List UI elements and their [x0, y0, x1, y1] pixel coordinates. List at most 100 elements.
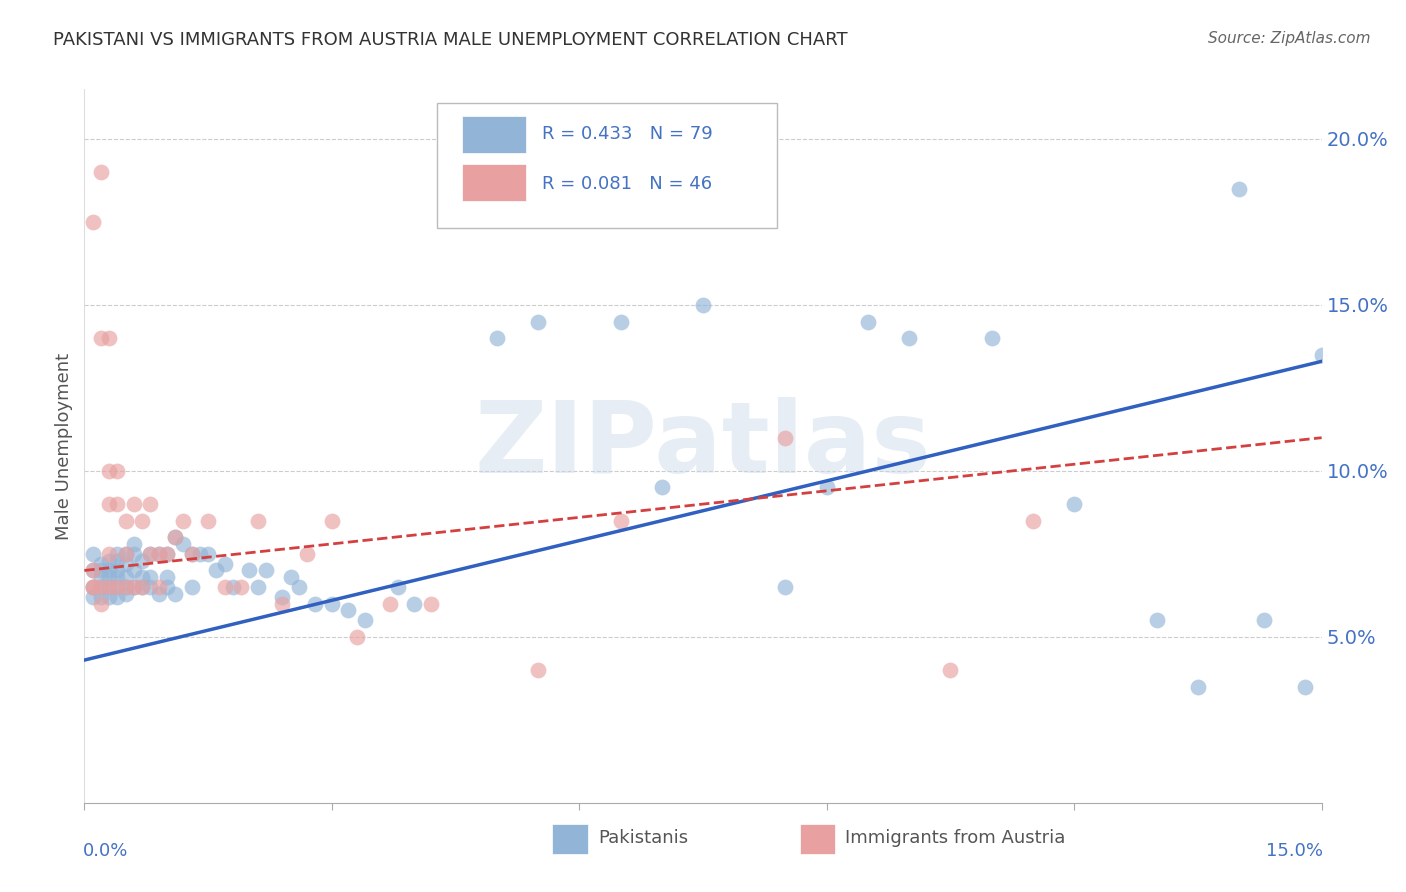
Text: PAKISTANI VS IMMIGRANTS FROM AUSTRIA MALE UNEMPLOYMENT CORRELATION CHART: PAKISTANI VS IMMIGRANTS FROM AUSTRIA MAL… — [53, 31, 848, 49]
Point — [775, 431, 797, 445]
Text: Source: ZipAtlas.com: Source: ZipAtlas.com — [1208, 31, 1371, 46]
Point — [156, 580, 179, 594]
Point — [898, 331, 921, 345]
Point — [304, 597, 326, 611]
Point — [122, 537, 145, 551]
Point — [105, 464, 128, 478]
Point — [90, 557, 112, 571]
Point — [651, 481, 673, 495]
Point — [271, 590, 294, 604]
Point — [378, 597, 401, 611]
Point — [98, 580, 121, 594]
Point — [337, 603, 360, 617]
Point — [288, 580, 311, 594]
Point — [114, 580, 136, 594]
Point — [214, 580, 236, 594]
Point — [122, 564, 145, 578]
Point — [156, 570, 179, 584]
Point — [90, 331, 112, 345]
Point — [148, 547, 170, 561]
Point — [90, 564, 112, 578]
Text: Pakistanis: Pakistanis — [598, 830, 688, 847]
Point — [346, 630, 368, 644]
Point — [131, 570, 153, 584]
Point — [114, 580, 136, 594]
FancyBboxPatch shape — [553, 824, 588, 855]
Point — [1063, 497, 1085, 511]
Point — [139, 497, 162, 511]
Point — [82, 564, 104, 578]
Point — [105, 564, 128, 578]
Point — [82, 547, 104, 561]
Text: R = 0.433   N = 79: R = 0.433 N = 79 — [543, 125, 713, 143]
Text: 0.0%: 0.0% — [83, 842, 128, 860]
Point — [90, 597, 112, 611]
Point — [387, 580, 409, 594]
Point — [156, 547, 179, 561]
Point — [90, 570, 112, 584]
Point — [238, 564, 260, 578]
Point — [114, 570, 136, 584]
Point — [404, 597, 426, 611]
Point — [321, 597, 343, 611]
Point — [82, 580, 104, 594]
Point — [172, 514, 194, 528]
FancyBboxPatch shape — [437, 103, 778, 228]
Point — [105, 580, 128, 594]
Point — [609, 514, 631, 528]
Point — [1146, 613, 1168, 627]
Point — [105, 580, 128, 594]
Point — [165, 530, 187, 544]
Point — [98, 564, 121, 578]
Point — [131, 580, 153, 594]
Point — [98, 580, 121, 594]
Point — [122, 580, 145, 594]
Point — [775, 580, 797, 594]
Y-axis label: Male Unemployment: Male Unemployment — [55, 352, 73, 540]
Point — [229, 580, 252, 594]
Point — [98, 547, 121, 561]
Text: R = 0.081   N = 46: R = 0.081 N = 46 — [543, 175, 713, 193]
Point — [114, 547, 136, 561]
Point — [353, 613, 375, 627]
Point — [105, 547, 128, 561]
Point — [419, 597, 441, 611]
Point — [82, 564, 104, 578]
Point — [527, 663, 550, 677]
Point — [180, 547, 202, 561]
Point — [90, 165, 112, 179]
FancyBboxPatch shape — [800, 824, 835, 855]
Point — [90, 580, 112, 594]
Point — [148, 580, 170, 594]
Point — [90, 590, 112, 604]
Point — [114, 557, 136, 571]
Point — [114, 547, 136, 561]
Point — [82, 580, 104, 594]
Point — [131, 580, 153, 594]
Point — [114, 514, 136, 528]
Point — [692, 298, 714, 312]
Point — [105, 570, 128, 584]
Point — [609, 314, 631, 328]
Point — [172, 537, 194, 551]
FancyBboxPatch shape — [461, 164, 526, 202]
Point — [165, 587, 187, 601]
Point — [122, 497, 145, 511]
Point — [1253, 613, 1275, 627]
Point — [98, 331, 121, 345]
Text: 15.0%: 15.0% — [1265, 842, 1323, 860]
Point — [122, 547, 145, 561]
Point — [1294, 680, 1316, 694]
Point — [527, 314, 550, 328]
Point — [114, 587, 136, 601]
Point — [271, 597, 294, 611]
Point — [98, 497, 121, 511]
Point — [188, 547, 211, 561]
Point — [131, 553, 153, 567]
Point — [180, 580, 202, 594]
Point — [139, 547, 162, 561]
Point — [1310, 348, 1333, 362]
Point — [1227, 182, 1250, 196]
Point — [131, 514, 153, 528]
Point — [90, 580, 112, 594]
